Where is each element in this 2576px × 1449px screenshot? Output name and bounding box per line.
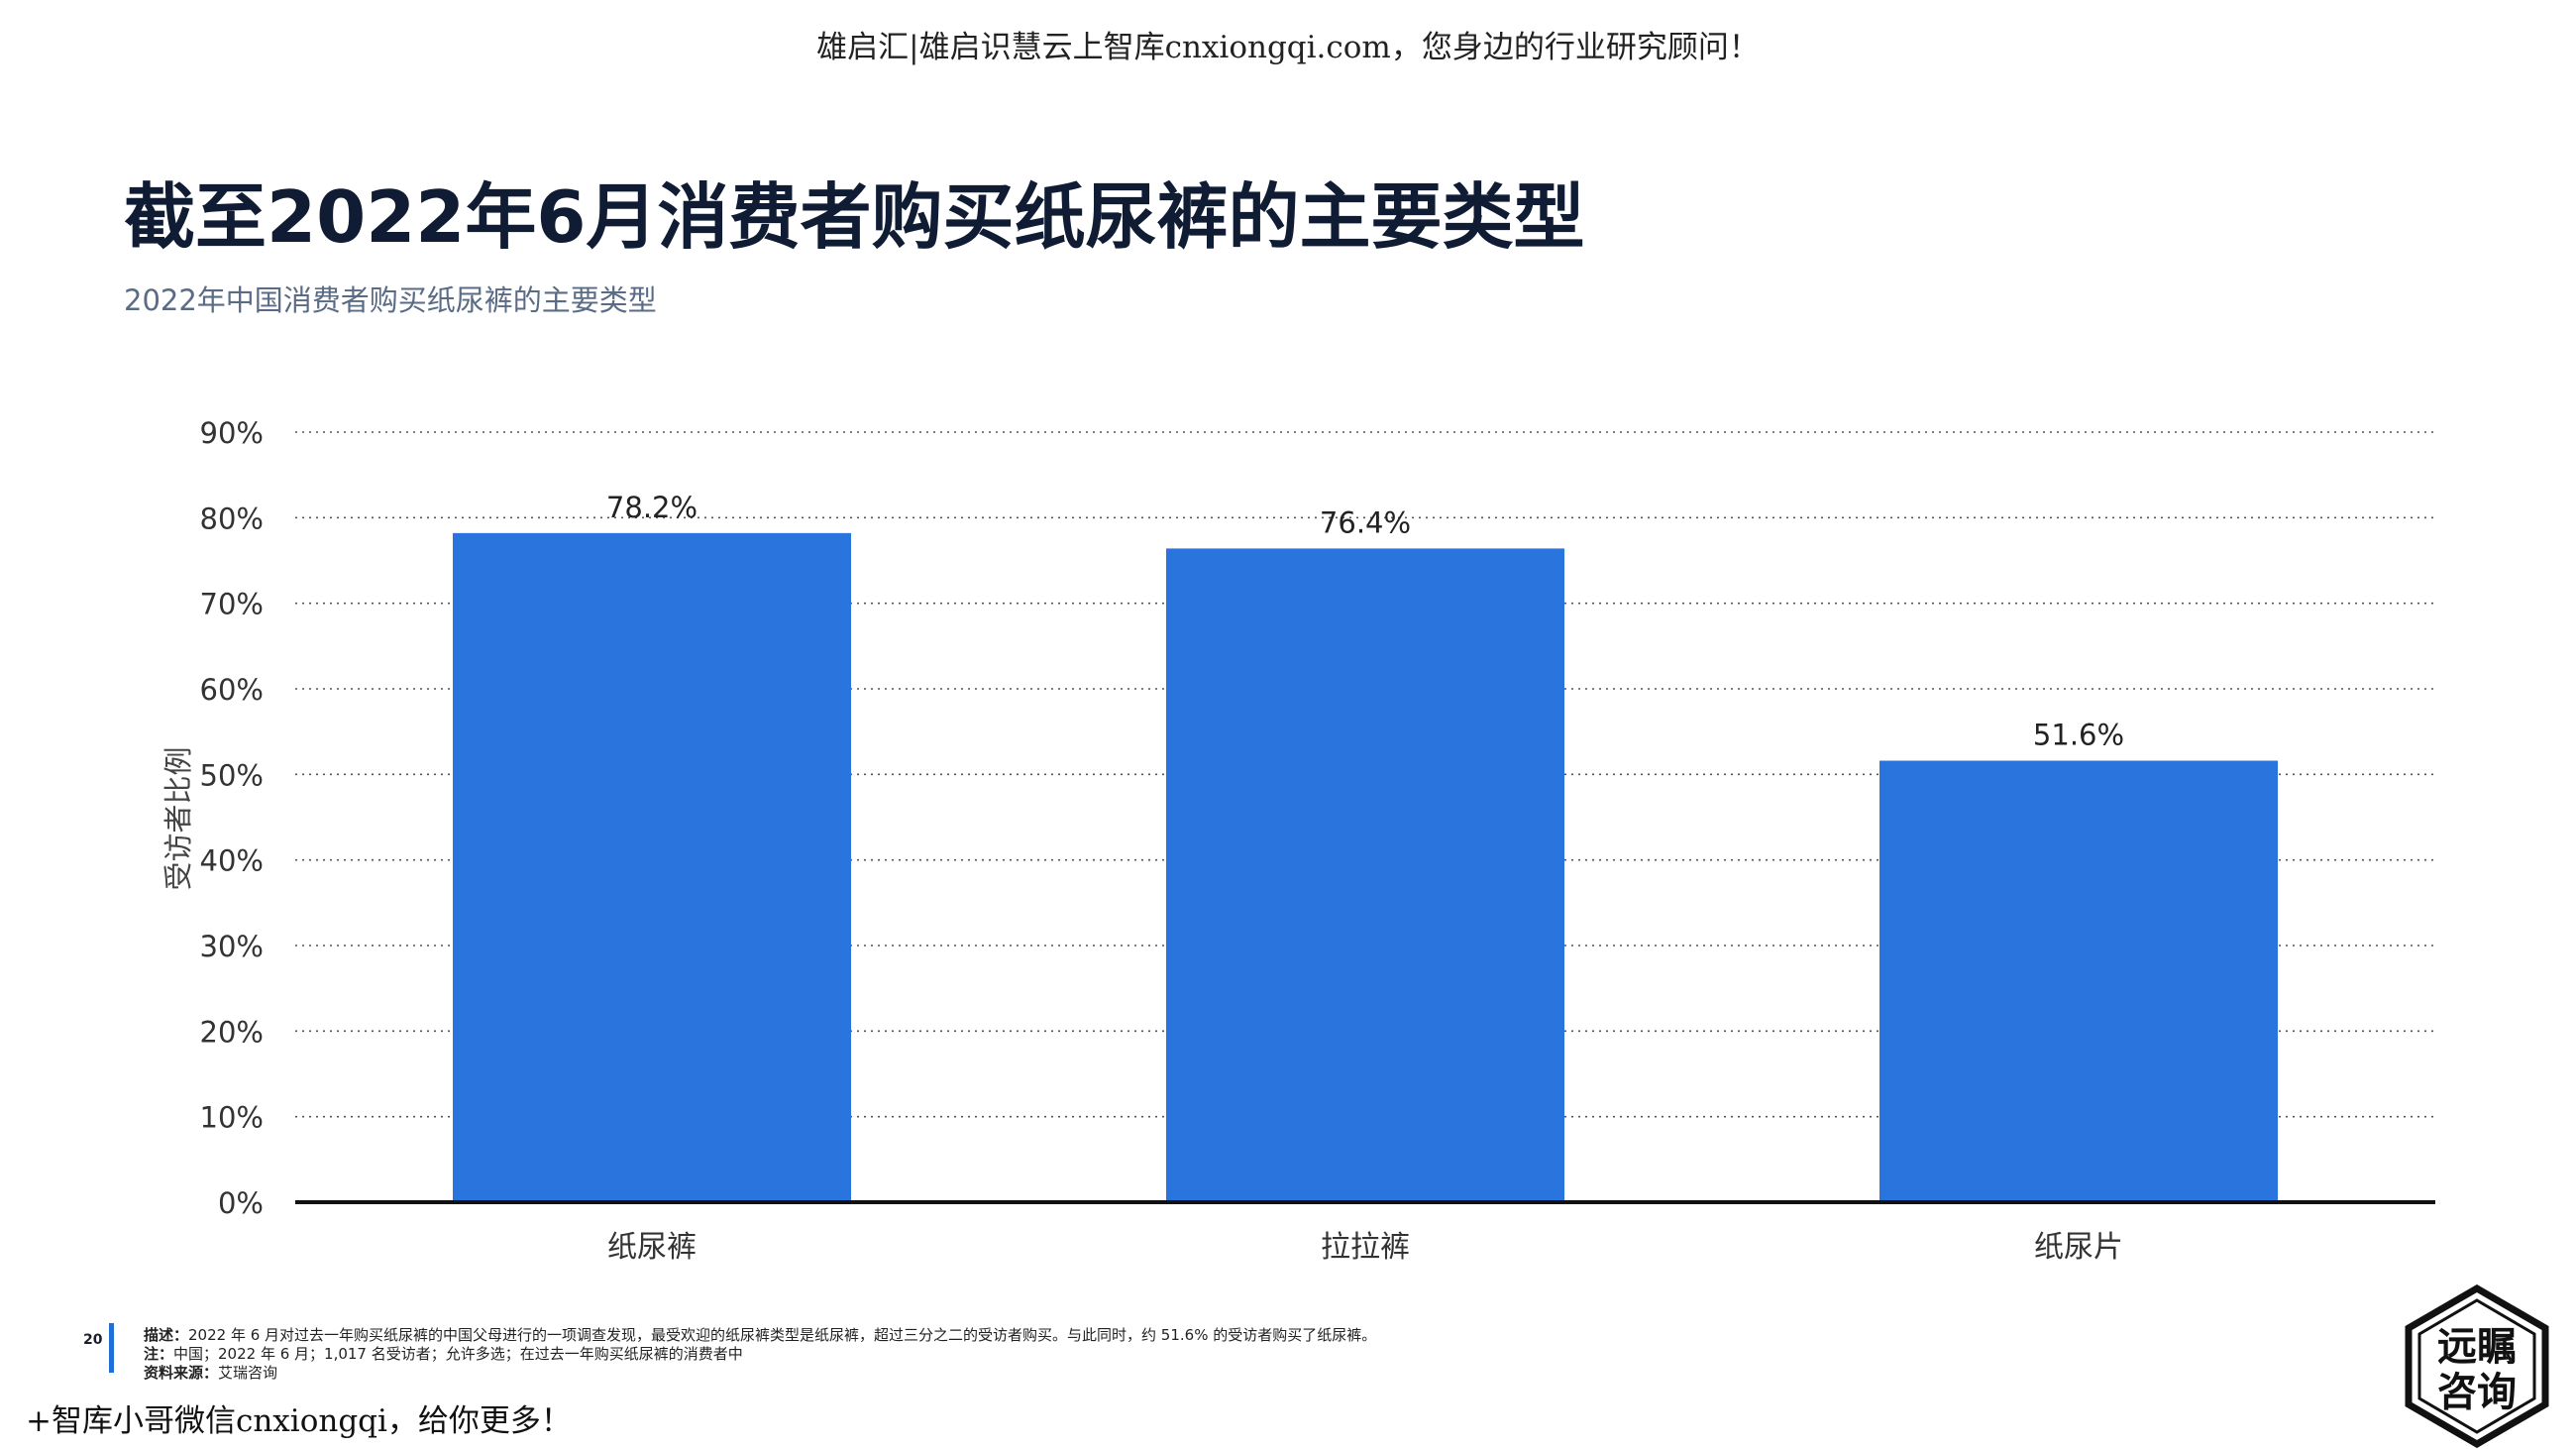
x-tick-label: 纸尿裤 [607, 1230, 697, 1265]
bar-value-label: 78.2% [606, 491, 698, 524]
logo-text-line2: 咨询 [2437, 1370, 2517, 1415]
x-axis-ticks: 纸尿裤 拉拉裤 纸尿片 [607, 1230, 2123, 1265]
desc-text: 2022 年 6 月对过去一年购买纸尿裤的中国父母进行的一项调查发现，最受欢迎的… [188, 1326, 1377, 1344]
y-tick-label: 30% [200, 930, 264, 963]
source-label: 资料来源： [144, 1364, 219, 1382]
x-tick-label: 拉拉裤 [1321, 1230, 1410, 1265]
top-watermark: 雄启汇|雄启识慧云上智库cnxiongqi.com，您身边的行业研究顾问！ [816, 30, 1760, 65]
bar [1166, 548, 1564, 1202]
y-axis-ticks: 0% 10% 20% 30% 40% 50% 60% 70% 80% 90% [200, 416, 264, 1220]
footer-description: 描述：2022 年 6 月对过去一年购买纸尿裤的中国父母进行的一项调查发现，最受… [144, 1326, 1376, 1345]
bottom-watermark: +智库小哥微信cnxiongqi，给你更多！ [26, 1403, 572, 1439]
y-tick-label: 10% [200, 1101, 264, 1135]
logo-text-line1: 远瞩 [2437, 1324, 2517, 1370]
bar-value-labels: 78.2% 76.4% 51.6% [606, 491, 2124, 752]
footer-source: 资料来源：艾瑞咨询 [144, 1364, 1376, 1383]
y-tick-label: 80% [200, 502, 264, 535]
bar-value-label: 76.4% [1320, 505, 1411, 539]
bar [453, 532, 851, 1202]
bar-value-label: 51.6% [2033, 719, 2124, 752]
bar [1879, 760, 2278, 1202]
desc-label: 描述： [144, 1326, 189, 1344]
y-tick-label: 40% [200, 844, 264, 878]
y-tick-label: 0% [218, 1186, 264, 1220]
note-label: 注： [144, 1345, 174, 1363]
y-tick-label: 50% [200, 758, 264, 792]
footer-accent-bar [109, 1323, 114, 1373]
chart-bars [453, 532, 2278, 1202]
y-tick-label: 70% [200, 588, 264, 621]
y-tick-label: 60% [200, 673, 264, 707]
brand-logo: 远瞩 咨询 [2405, 1284, 2549, 1448]
x-tick-label: 纸尿片 [2034, 1230, 2123, 1265]
footer-notes: 描述：2022 年 6 月对过去一年购买纸尿裤的中国父母进行的一项调查发现，最受… [144, 1326, 1376, 1383]
page-subtitle: 2022年中国消费者购买纸尿裤的主要类型 [124, 283, 657, 317]
footer-note: 注：中国；2022 年 6 月；1,017 名受访者；允许多选；在过去一年购买纸… [144, 1345, 1376, 1364]
page-number: 20 [83, 1332, 103, 1348]
source-text: 艾瑞咨询 [218, 1364, 278, 1382]
y-tick-label: 20% [200, 1015, 264, 1049]
y-axis-label: 受访者比例 [161, 746, 195, 890]
y-tick-label: 90% [200, 416, 264, 450]
note-text: 中国；2022 年 6 月；1,017 名受访者；允许多选；在过去一年购买纸尿裤… [173, 1345, 743, 1363]
page-title: 截至2022年6月消费者购买纸尿裤的主要类型 [124, 175, 1585, 259]
